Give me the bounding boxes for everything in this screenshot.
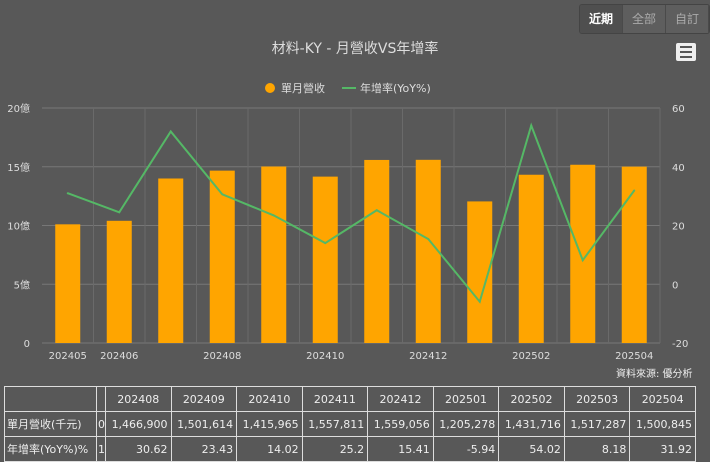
- range-all-button[interactable]: 全部: [623, 5, 666, 33]
- yoy-line: [67, 122, 636, 304]
- header-cell: 202409: [170, 386, 238, 412]
- right-axis-tick: 20: [672, 222, 685, 233]
- bar-202504: [621, 166, 647, 343]
- yoy-point-202408: [221, 193, 224, 196]
- left-axis-tick: 5億: [14, 278, 30, 291]
- bar-202502: [518, 174, 544, 343]
- range-recent-button[interactable]: 近期: [580, 5, 623, 33]
- range-custom-button[interactable]: 自訂: [666, 5, 709, 33]
- bar-202410: [312, 176, 338, 343]
- cell: 1,517,287: [563, 411, 631, 437]
- cell: 1,431,716: [498, 411, 565, 437]
- bar-202411: [364, 159, 390, 343]
- right-axis-tick: 40: [672, 163, 685, 174]
- cell: 54.02: [498, 436, 565, 462]
- yoy-point-202501: [478, 300, 481, 303]
- cell: 1,415,965: [236, 411, 303, 437]
- right-axis-tick: 60: [672, 104, 685, 115]
- left-axis-tick: 10億: [7, 220, 30, 233]
- x-axis-tick: 202504: [615, 351, 653, 362]
- cell: 1,501,614: [170, 411, 238, 437]
- data-table: 202408 202409 202410 202411 202412 20250…: [4, 386, 696, 462]
- cell: 1,557,811: [301, 411, 369, 437]
- bar-202409: [261, 166, 287, 343]
- x-axis-tick: 202410: [306, 351, 344, 362]
- x-axis-tick: 202406: [100, 351, 138, 362]
- cell: 1,205,278: [432, 411, 500, 437]
- legend-bar-label: 單月營收: [281, 81, 325, 95]
- bar-202412: [415, 159, 441, 343]
- header-cell: 202504: [629, 386, 696, 412]
- yoy-point-202503: [581, 259, 584, 262]
- x-axis-tick: 202412: [409, 351, 447, 362]
- cell: 14.02: [236, 436, 303, 462]
- source-note: 資料來源: 優分析: [616, 369, 693, 380]
- table-row: 單月營收(千元) 0 1,466,900 1,501,614 1,415,965…: [4, 411, 696, 437]
- yoy-point-202412: [427, 237, 430, 240]
- yoy-point-202502: [530, 124, 533, 127]
- chart-title: 材料-KY - 月營收VS年增率: [271, 41, 439, 57]
- x-axis-tick: 202405: [49, 351, 87, 362]
- cell: 31.92: [629, 436, 696, 462]
- legend-bar-marker: [265, 83, 275, 93]
- menu-icon[interactable]: [676, 43, 696, 61]
- clipped-cell: 1: [96, 436, 106, 462]
- bar-202405: [55, 224, 81, 343]
- yoy-point-202410: [324, 242, 327, 245]
- cell: 8.18: [563, 436, 631, 462]
- header-cell: 202503: [563, 386, 631, 412]
- x-axis-tick: 202502: [512, 351, 550, 362]
- row-label: 年增率(YoY%)%: [4, 436, 97, 462]
- bar-202406: [106, 220, 132, 343]
- legend-line-label: 年增率(YoY%): [360, 81, 431, 95]
- clipped-cell: [96, 386, 106, 412]
- yoy-point-202411: [375, 209, 378, 212]
- yoy-point-202409: [272, 214, 275, 217]
- cell: 30.62: [105, 436, 172, 462]
- yoy-point-202405: [66, 192, 69, 195]
- yoy-point-202407: [169, 130, 172, 133]
- header-cell: 202502: [498, 386, 565, 412]
- table-header-row: 202408 202409 202410 202411 202412 20250…: [4, 386, 696, 412]
- yoy-point-202406: [118, 211, 121, 214]
- right-axis-tick: 0: [672, 280, 678, 291]
- cell: 1,500,845: [629, 411, 696, 437]
- cell: 25.2: [301, 436, 369, 462]
- header-cell: 202408: [105, 386, 172, 412]
- header-cell: 202410: [236, 386, 303, 412]
- header-cell: 202412: [367, 386, 434, 412]
- clipped-cell: 0: [96, 411, 106, 437]
- right-axis-tick: -20: [672, 339, 688, 350]
- cell: 15.41: [367, 436, 434, 462]
- header-cell: 202411: [301, 386, 369, 412]
- cell: 1,559,056: [367, 411, 434, 437]
- left-axis-tick: 0: [24, 339, 30, 350]
- left-axis-tick: 20億: [7, 102, 30, 115]
- header-cell: 202501: [432, 386, 500, 412]
- cell: 23.43: [170, 436, 238, 462]
- x-axis-tick: 202408: [203, 351, 241, 362]
- bar-202407: [158, 178, 184, 343]
- chart: 0 5億 10億 15億 20億 -20 0 20 40 60 202405 202406 202408…: [7, 81, 688, 362]
- header-cell: [4, 386, 97, 412]
- bar-202408: [209, 170, 235, 343]
- bar-202503: [570, 164, 596, 343]
- cell: -5.94: [432, 436, 500, 462]
- table-row: 年增率(YoY%)% 1 30.62 23.43 14.02 25.2 15.4…: [4, 436, 696, 462]
- cell: 1,466,900: [105, 411, 172, 437]
- yoy-point-202504: [633, 189, 636, 192]
- range-selector: 近期 全部 自訂: [579, 4, 710, 34]
- row-label: 單月營收(千元): [4, 411, 97, 437]
- left-axis-tick: 15億: [7, 161, 30, 174]
